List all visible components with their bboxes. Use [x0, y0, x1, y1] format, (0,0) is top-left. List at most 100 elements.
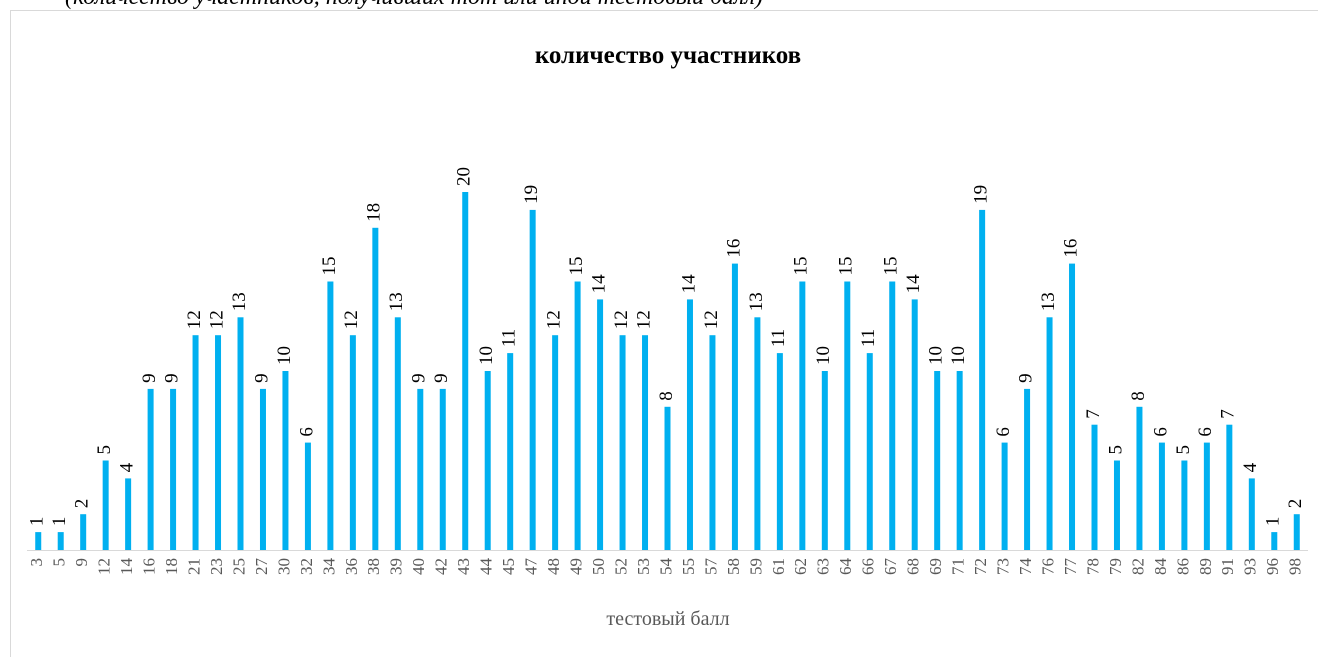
- data-label: 6: [1195, 427, 1216, 437]
- bar: [575, 282, 581, 551]
- x-tick-label: 48: [544, 558, 563, 575]
- x-axis-title: тестовый балл: [606, 608, 729, 630]
- data-label: 1: [27, 517, 48, 527]
- data-label: 13: [386, 292, 407, 311]
- data-label: 12: [206, 310, 227, 329]
- x-tick-label: 47: [522, 558, 541, 576]
- data-label: 6: [993, 427, 1014, 437]
- data-label: 2: [72, 499, 93, 509]
- data-label: 7: [1083, 409, 1104, 419]
- bar: [507, 353, 513, 550]
- bar: [530, 210, 536, 550]
- bar: [1136, 407, 1142, 550]
- chart-title: количество участников: [535, 42, 801, 69]
- x-tick-label: 39: [387, 558, 406, 575]
- bar: [80, 514, 86, 550]
- x-tick-label: 43: [454, 558, 473, 575]
- bar: [620, 335, 626, 550]
- bar: [372, 228, 378, 550]
- x-tick-label: 73: [994, 558, 1013, 575]
- x-tick-label: 76: [1038, 558, 1057, 575]
- x-tick-label: 40: [409, 558, 428, 575]
- x-tick-label: 38: [364, 558, 383, 575]
- bar: [417, 389, 423, 550]
- x-tick-label: 3: [27, 558, 46, 567]
- bar: [1159, 443, 1165, 550]
- x-tick-label: 23: [207, 558, 226, 575]
- x-tick-label: 61: [769, 558, 788, 575]
- bar: [552, 335, 558, 550]
- bar: [754, 317, 760, 550]
- bar: [1047, 317, 1053, 550]
- data-label: 9: [161, 373, 182, 383]
- bar: [1002, 443, 1008, 550]
- data-label: 5: [1105, 445, 1126, 455]
- bar: [1204, 443, 1210, 550]
- data-label: 12: [633, 310, 654, 329]
- x-tick-label: 54: [656, 558, 675, 576]
- x-tick-label: 36: [342, 558, 361, 575]
- bar: [979, 210, 985, 550]
- data-label: 9: [431, 373, 452, 383]
- bar: [1294, 514, 1300, 550]
- x-tick-label: 67: [881, 558, 900, 576]
- data-label: 4: [1240, 462, 1261, 472]
- x-tick-label: 57: [701, 558, 720, 576]
- data-label: 7: [1218, 409, 1239, 419]
- x-tick-label: 44: [477, 558, 496, 576]
- x-tick-label: 96: [1263, 558, 1282, 575]
- data-label: 19: [521, 185, 542, 204]
- data-label: 15: [566, 257, 587, 276]
- x-tick-label: 89: [1196, 558, 1215, 575]
- x-tick-label: 71: [949, 558, 968, 575]
- bar: [912, 299, 918, 550]
- data-label: 9: [139, 373, 160, 383]
- bar: [193, 335, 199, 550]
- data-label: 6: [296, 427, 317, 437]
- data-label: 14: [903, 274, 924, 294]
- bar: [238, 317, 244, 550]
- bar: [462, 192, 468, 550]
- x-tick-label: 12: [95, 558, 114, 575]
- bar: [1181, 461, 1187, 551]
- data-label: 2: [1285, 499, 1306, 509]
- bar: [1226, 425, 1232, 550]
- data-label: 13: [746, 292, 767, 311]
- data-label: 4: [116, 462, 137, 472]
- data-label: 13: [1038, 292, 1059, 311]
- data-label: 16: [723, 239, 744, 258]
- bar: [215, 335, 221, 550]
- data-label: 10: [476, 346, 497, 365]
- data-label: 1: [1263, 517, 1284, 527]
- data-label: 10: [274, 346, 295, 365]
- x-tick-label: 21: [184, 558, 203, 575]
- bar: [260, 389, 266, 550]
- bar: [35, 532, 41, 550]
- x-tick-label: 84: [1151, 558, 1170, 576]
- bar: [1271, 532, 1277, 550]
- bar: [170, 389, 176, 550]
- bar: [799, 282, 805, 551]
- data-label: 9: [409, 373, 430, 383]
- data-label: 18: [364, 203, 385, 222]
- bar: [395, 317, 401, 550]
- x-tick-label: 32: [297, 558, 316, 575]
- bar: [350, 335, 356, 550]
- bar: [485, 371, 491, 550]
- bar: [709, 335, 715, 550]
- data-label: 12: [611, 310, 632, 329]
- x-tick-label: 98: [1286, 558, 1305, 575]
- x-tick-label: 68: [904, 558, 923, 575]
- x-tick-label: 42: [432, 558, 451, 575]
- x-tick-label: 91: [1218, 558, 1237, 575]
- bar: [665, 407, 671, 550]
- data-label: 16: [1060, 239, 1081, 258]
- x-tick-label: 9: [72, 558, 91, 567]
- bar: [327, 282, 333, 551]
- bar: [305, 443, 311, 550]
- x-tick-label: 30: [274, 558, 293, 575]
- data-label: 6: [1150, 427, 1171, 437]
- data-label: 9: [1015, 373, 1036, 383]
